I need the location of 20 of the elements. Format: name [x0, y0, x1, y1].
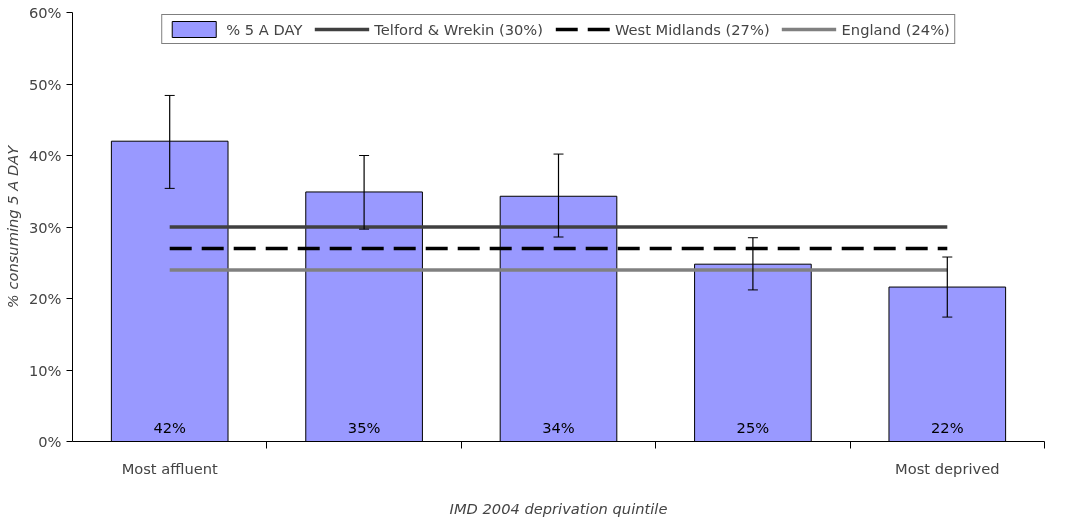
data-label: 25%	[736, 418, 770, 436]
x-tick-label: Most deprived	[895, 459, 1000, 477]
y-tick-label: 0%	[38, 433, 62, 450]
y-tick-label: 10%	[28, 361, 62, 379]
legend-label: England (24%)	[841, 20, 950, 38]
data-label: 35%	[347, 418, 381, 436]
legend-label: West Midlands (27%)	[614, 20, 770, 38]
y-tick-label: 40%	[28, 147, 62, 164]
y-tick-label: 60%	[28, 4, 62, 21]
y-tick-label: 30%	[28, 218, 62, 236]
data-label: 42%	[153, 418, 187, 436]
x-axis-title: IMD 2004 deprivation quintile	[449, 499, 668, 517]
x-tick-label: Most affluent	[121, 459, 219, 477]
y-tick-label: 20%	[28, 290, 62, 307]
data-label: 22%	[931, 418, 964, 436]
y-tick-label: 50%	[28, 75, 62, 93]
data-label: 34%	[542, 418, 575, 436]
y-axis-title: % consuming 5 A DAY	[3, 144, 21, 309]
legend-label: Telford & Wrekin (30%)	[374, 20, 543, 38]
legend-label: % 5 A DAY	[226, 20, 303, 38]
